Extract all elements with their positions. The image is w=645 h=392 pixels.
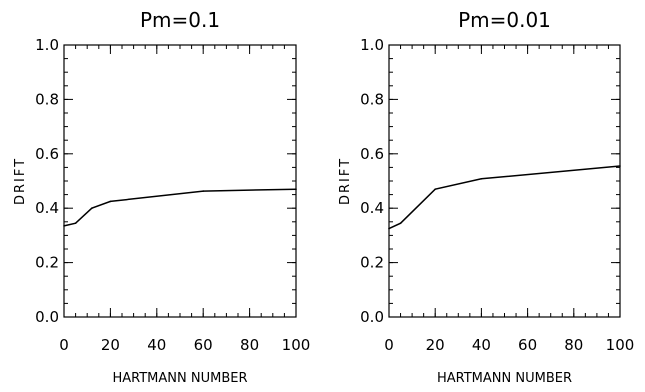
x-tick-label: 0 [59,336,69,354]
y-tick-label: 0.4 [360,199,384,217]
y-tick-label: 0.8 [35,90,59,108]
data-point [399,222,402,224]
x-tick-label: 40 [472,336,491,354]
data-point [91,207,93,209]
y-tick-label: 0.0 [360,308,384,326]
data-point [480,178,483,180]
x-tick-label: 80 [240,336,259,354]
y-tick-label: 0.6 [360,145,384,163]
data-point [619,165,621,167]
drift-series-line [63,188,297,227]
y-tick-label: 0.0 [35,308,59,326]
x-tick-label: 100 [282,336,311,354]
x-axis-label: HARTMANN NUMBER [437,371,572,386]
y-tick-label: 0.6 [35,145,59,163]
x-tick-label: 100 [606,336,635,354]
x-tick-label: 80 [564,336,583,354]
chart-panel-pm-0-1: Pm=0.1 0.0 0.2 0.4 0.6 0.8 1.0 0 20 40 60 80 100 HART… [13,8,310,386]
plot-frame [63,44,297,318]
data-point [109,200,112,203]
data-point [63,225,65,227]
x-tick-label: 40 [147,336,166,354]
y-tick-label: 1.0 [360,36,384,54]
plot-frame [388,44,621,318]
data-point [202,190,204,192]
y-tick-label: 0.4 [35,199,59,217]
x-axis-label: HARTMANN NUMBER [112,371,247,386]
chart-panel-pm-0-01: Pm=0.01 0.0 0.2 0.4 0.6 0.8 1.0 0 20 40 60 80 100 HAR… [338,8,634,386]
y-tick-label: 0.2 [35,254,59,272]
chart-title: Pm=0.1 [140,8,220,32]
data-point [295,188,297,190]
x-tick-label: 60 [194,336,213,354]
y-axis-label: DRIFT [338,157,353,205]
y-axis-label: DRIFT [13,157,28,205]
x-tick-label: 0 [384,336,394,354]
data-point [74,222,77,224]
x-tick-label: 20 [101,336,120,354]
chart-title: Pm=0.01 [458,8,551,32]
y-tick-label: 0.2 [360,254,384,272]
x-tick-label: 20 [426,336,445,354]
x-tick-label: 60 [518,336,537,354]
drift-series-line [388,165,621,230]
data-point [434,188,437,190]
data-point [388,227,390,230]
y-tick-label: 1.0 [35,36,59,54]
y-tick-label: 0.8 [360,90,384,108]
